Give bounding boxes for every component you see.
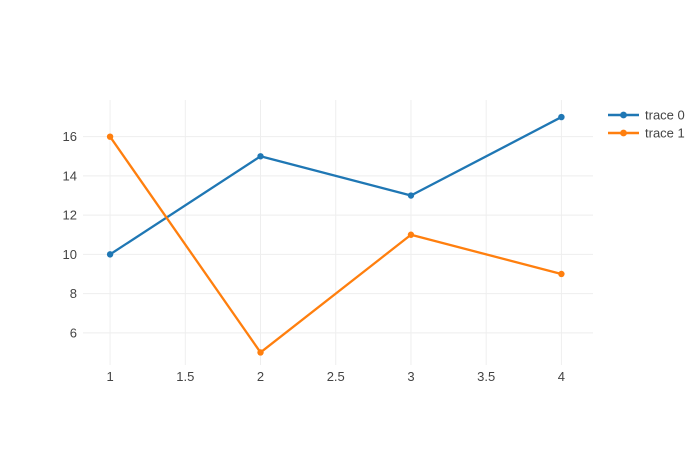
- x-tick-label: 3: [407, 369, 414, 384]
- data-point-marker[interactable]: [558, 113, 565, 121]
- legend-marker: [620, 129, 627, 137]
- y-tick-label: 16: [63, 129, 77, 144]
- data-point-marker[interactable]: [257, 153, 264, 160]
- legend-item-trace-0[interactable]: trace 0: [608, 108, 685, 123]
- y-tick-label: 6: [70, 325, 77, 340]
- y-axis-tick-labels: 6 8 10 12 14 16: [63, 129, 77, 340]
- data-point-marker[interactable]: [106, 251, 114, 258]
- trace-1: [106, 133, 565, 356]
- y-tick-label: 10: [63, 247, 77, 262]
- y-tick-label: 12: [63, 208, 77, 223]
- x-tick-label: 3.5: [477, 369, 495, 384]
- legend: trace 0 trace 1: [608, 108, 685, 141]
- x-tick-label: 2.5: [327, 369, 345, 384]
- data-point-marker[interactable]: [407, 192, 415, 199]
- y-tick-label: 8: [70, 286, 77, 301]
- x-tick-label: 2: [257, 369, 264, 384]
- trace-lines: [106, 113, 565, 356]
- x-tick-label: 1.5: [176, 369, 194, 384]
- data-point-marker[interactable]: [106, 133, 114, 140]
- legend-label: trace 0: [645, 108, 685, 123]
- trace-0: [106, 113, 565, 258]
- legend-label: trace 1: [645, 126, 685, 141]
- legend-item-trace-1[interactable]: trace 1: [608, 126, 685, 141]
- data-point-marker[interactable]: [558, 270, 565, 278]
- x-axis-tick-labels: 1 1.5 2 2.5 3 3.5 4: [106, 369, 565, 384]
- trace-line: [108, 135, 563, 354]
- y-tick-label: 14: [63, 168, 77, 183]
- x-tick-label: 4: [558, 369, 565, 384]
- data-point-marker[interactable]: [257, 349, 264, 356]
- x-tick-label: 1: [106, 369, 113, 384]
- legend-marker: [620, 111, 627, 119]
- data-point-marker[interactable]: [407, 231, 415, 238]
- trace-line: [108, 115, 563, 256]
